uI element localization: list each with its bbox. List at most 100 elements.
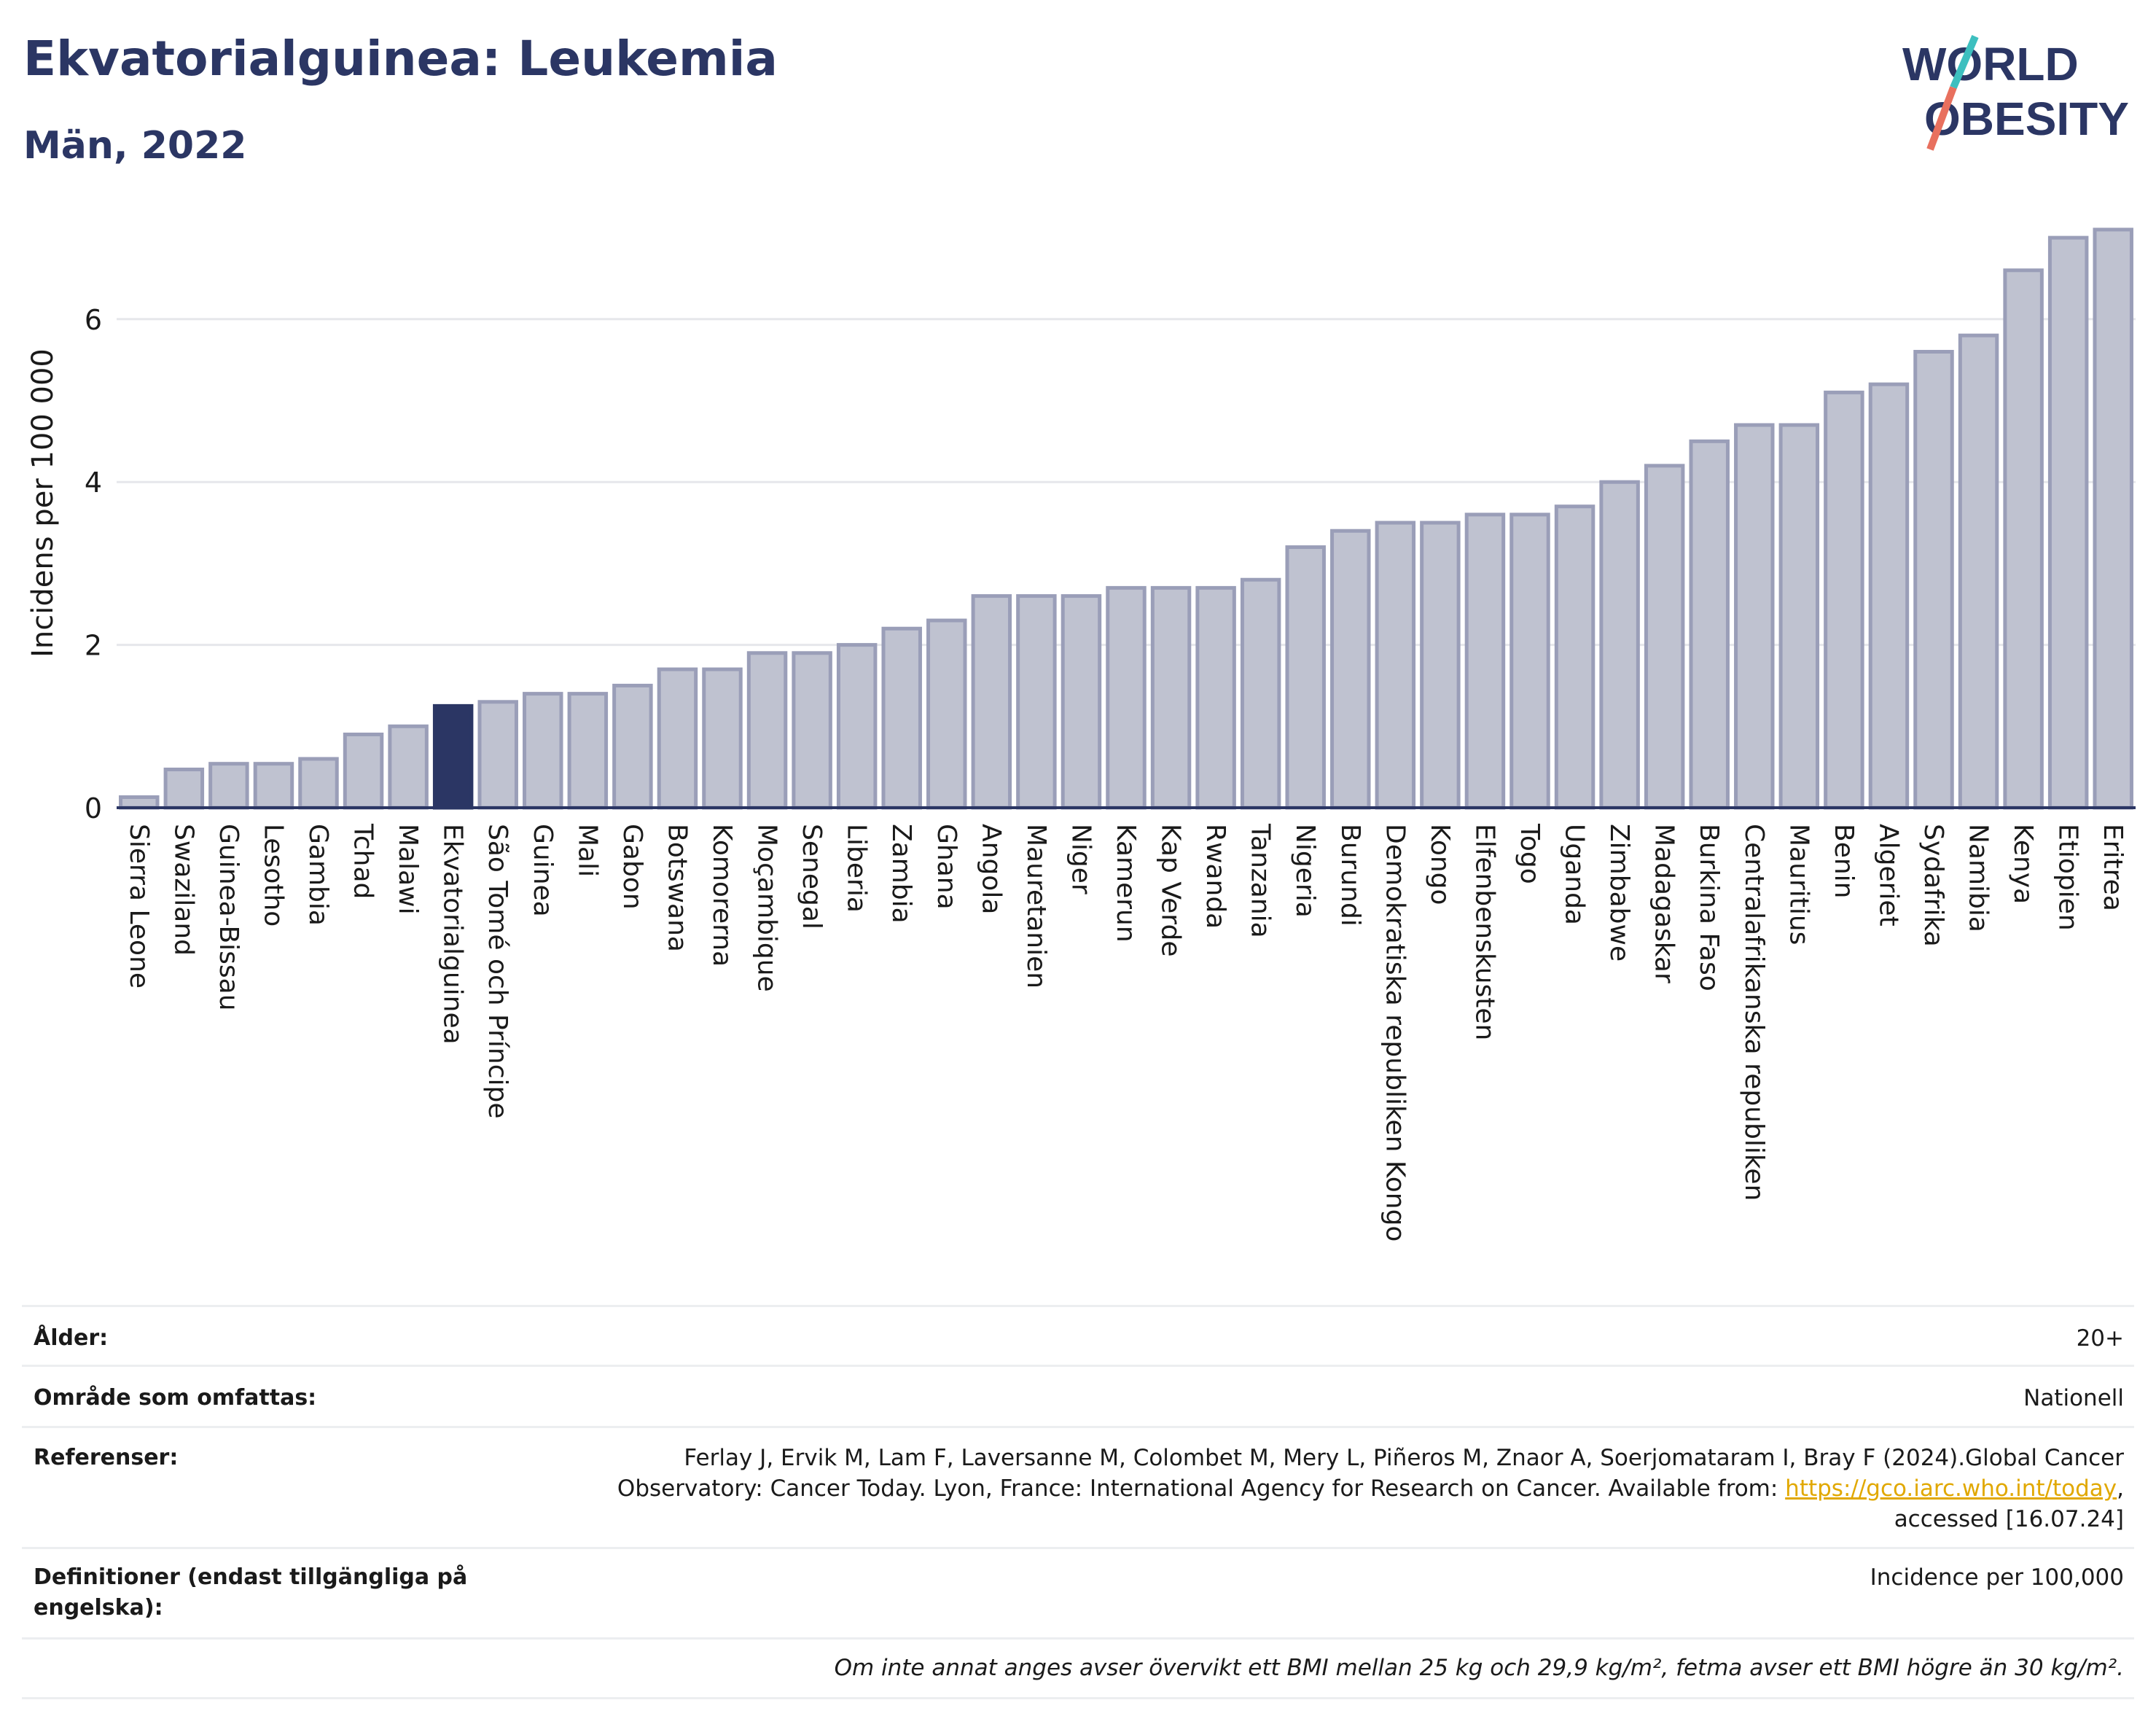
x-tick-label: Zimbabwe xyxy=(1604,824,1634,962)
bars xyxy=(117,227,2136,810)
y-tick-labels: 0 2 4 6 xyxy=(85,304,102,824)
x-tick-label: Elfenbenskusten xyxy=(1469,824,1499,1040)
references-line2-end: , xyxy=(2117,1475,2124,1502)
bar-algeriet xyxy=(1868,382,1910,810)
x-tick-label: Rwanda xyxy=(1200,824,1230,929)
bar-liberia xyxy=(836,643,878,810)
references-line3: accessed [16.07.24] xyxy=(1894,1506,2124,1532)
bar-mauritius xyxy=(1778,423,1820,810)
definitions-value: Incidence per 100,000 xyxy=(1870,1564,2124,1591)
age-label: Ålder: xyxy=(34,1325,109,1351)
bar-tanzania xyxy=(1240,577,1281,810)
bar-uganda xyxy=(1554,504,1595,810)
bar-demokratiska-republiken-kongo xyxy=(1375,520,1416,810)
x-tick-label: Namibia xyxy=(1964,824,1993,932)
bar-angola xyxy=(971,594,1012,810)
area-label: Område som omfattas: xyxy=(34,1385,317,1411)
x-tick-label: Guinea-Bissau xyxy=(214,824,243,1011)
info-row-age: Ålder: 20+ xyxy=(22,1305,2134,1365)
logo-line1: WORLD xyxy=(1902,38,2079,90)
x-tick-label: Malawi xyxy=(393,824,423,915)
x-tick-label: Mali xyxy=(572,824,602,877)
bar-eritrea xyxy=(2093,227,2133,810)
references-label: Referenser: xyxy=(34,1445,179,1470)
chart-title: Ekvatorialguinea: Leukemia xyxy=(23,31,778,87)
bar-rwanda xyxy=(1195,585,1236,810)
x-tick-label: Mauritius xyxy=(1784,824,1813,945)
x-tick-label: Algeriet xyxy=(1873,824,1903,927)
age-value: 20+ xyxy=(2076,1325,2124,1352)
x-tick-label: Nigeria xyxy=(1290,824,1320,918)
bar-burkina-faso xyxy=(1689,439,1730,810)
bar-mauretanien xyxy=(1016,594,1057,810)
bar-guinea-bissau xyxy=(208,762,249,810)
area-value: Nationell xyxy=(2023,1385,2124,1411)
bar-senegal xyxy=(792,651,832,810)
bar-nigeria xyxy=(1285,545,1326,810)
x-tick-label: Guinea xyxy=(528,824,558,917)
x-tick-label: Gabon xyxy=(617,824,647,910)
bar-togo xyxy=(1509,512,1550,810)
bar-kenya xyxy=(2003,268,2044,810)
bar-madagaskar xyxy=(1644,464,1685,810)
bar-sierra-leone xyxy=(119,795,160,810)
y-tick-label: 4 xyxy=(85,467,102,499)
logo-slash-top xyxy=(1950,35,1979,89)
bar-mo-ambique xyxy=(746,651,788,810)
definitions-label: Definitioner (endast tillgängliga på eng… xyxy=(34,1562,467,1623)
x-tick-label: Kenya xyxy=(2008,824,2038,904)
x-tick-label: Mauretanien xyxy=(1021,824,1051,989)
x-tick-label: Swaziland xyxy=(168,824,198,956)
bar-centralafrikanska-republiken xyxy=(1734,423,1775,810)
x-tick-label: Demokratiska republiken Kongo xyxy=(1380,824,1410,1241)
x-tick-label: Senegal xyxy=(797,824,827,929)
chart-subtitle: Män, 2022 xyxy=(23,124,247,168)
x-tick-label: Benin xyxy=(1829,824,1859,898)
bar-lesotho xyxy=(253,762,294,810)
x-tick-label: Kongo xyxy=(1425,824,1455,905)
bar-gabon xyxy=(612,683,653,810)
bar-chart: 0 2 4 6 Sierra Leone Swaziland Guinea-Bissau L… xyxy=(26,227,2136,1241)
info-row-area: Område som omfattas: Nationell xyxy=(22,1365,2134,1425)
bar-s-o-tom-och-pr-ncipe xyxy=(477,700,518,810)
x-tick-label: Uganda xyxy=(1560,824,1590,925)
bar-burundi xyxy=(1330,529,1371,810)
bar-tchad xyxy=(343,732,384,810)
x-tick-label: Niger xyxy=(1066,824,1095,894)
bar-gambia xyxy=(298,757,339,810)
x-tick-label: Moçambique xyxy=(752,824,782,992)
bar-kamerun xyxy=(1106,585,1147,810)
definitions-label-line2: engelska): xyxy=(34,1595,163,1621)
bar-elfenbenskusten xyxy=(1464,512,1506,810)
bar-komorerna xyxy=(702,667,743,810)
bar-malawi xyxy=(388,724,429,810)
references-line2: Observatory: Cancer Today. Lyon, France:… xyxy=(617,1473,2124,1504)
bar-botswana xyxy=(657,667,698,810)
info-divider xyxy=(22,1637,2134,1640)
references-text: Ferlay J, Ervik M, Lam F, Laversanne M, … xyxy=(617,1443,2124,1535)
bar-kongo xyxy=(1420,520,1461,810)
x-tick-label: Ghana xyxy=(931,824,961,910)
bar-etiopien xyxy=(2047,235,2089,810)
x-tick-label: Etiopien xyxy=(2053,824,2083,931)
definitions-label-line1: Definitioner (endast tillgängliga på xyxy=(34,1564,468,1590)
references-link[interactable]: https://gco.iarc.who.int/today xyxy=(1785,1475,2117,1502)
x-tick-label: Tanzania xyxy=(1246,823,1276,938)
x-tick-label: Botswana xyxy=(662,824,692,952)
x-tick-label: Madagaskar xyxy=(1649,824,1679,983)
x-tick-label: Kamerun xyxy=(1111,824,1141,943)
bmi-note: Om inte annat anges avser övervikt ett B… xyxy=(834,1655,2124,1681)
x-tick-label: Tchad xyxy=(348,823,378,899)
bar-zimbabwe xyxy=(1599,480,1640,810)
bar-kap-verde xyxy=(1150,585,1192,810)
x-tick-label: Togo xyxy=(1515,823,1544,884)
y-tick-label: 0 xyxy=(85,792,102,824)
bar-guinea xyxy=(523,692,563,810)
x-tick-label: Kap Verde xyxy=(1156,824,1186,956)
x-tick-label: São Tomé och Príncipe xyxy=(483,824,512,1119)
x-tick-label: Liberia xyxy=(842,824,872,913)
y-tick-label: 2 xyxy=(85,630,102,662)
bar-sydafrika xyxy=(1913,349,1954,810)
bar-benin xyxy=(1824,390,1864,810)
info-row-definitions: Definitioner (endast tillgängliga på eng… xyxy=(22,1547,2134,1637)
